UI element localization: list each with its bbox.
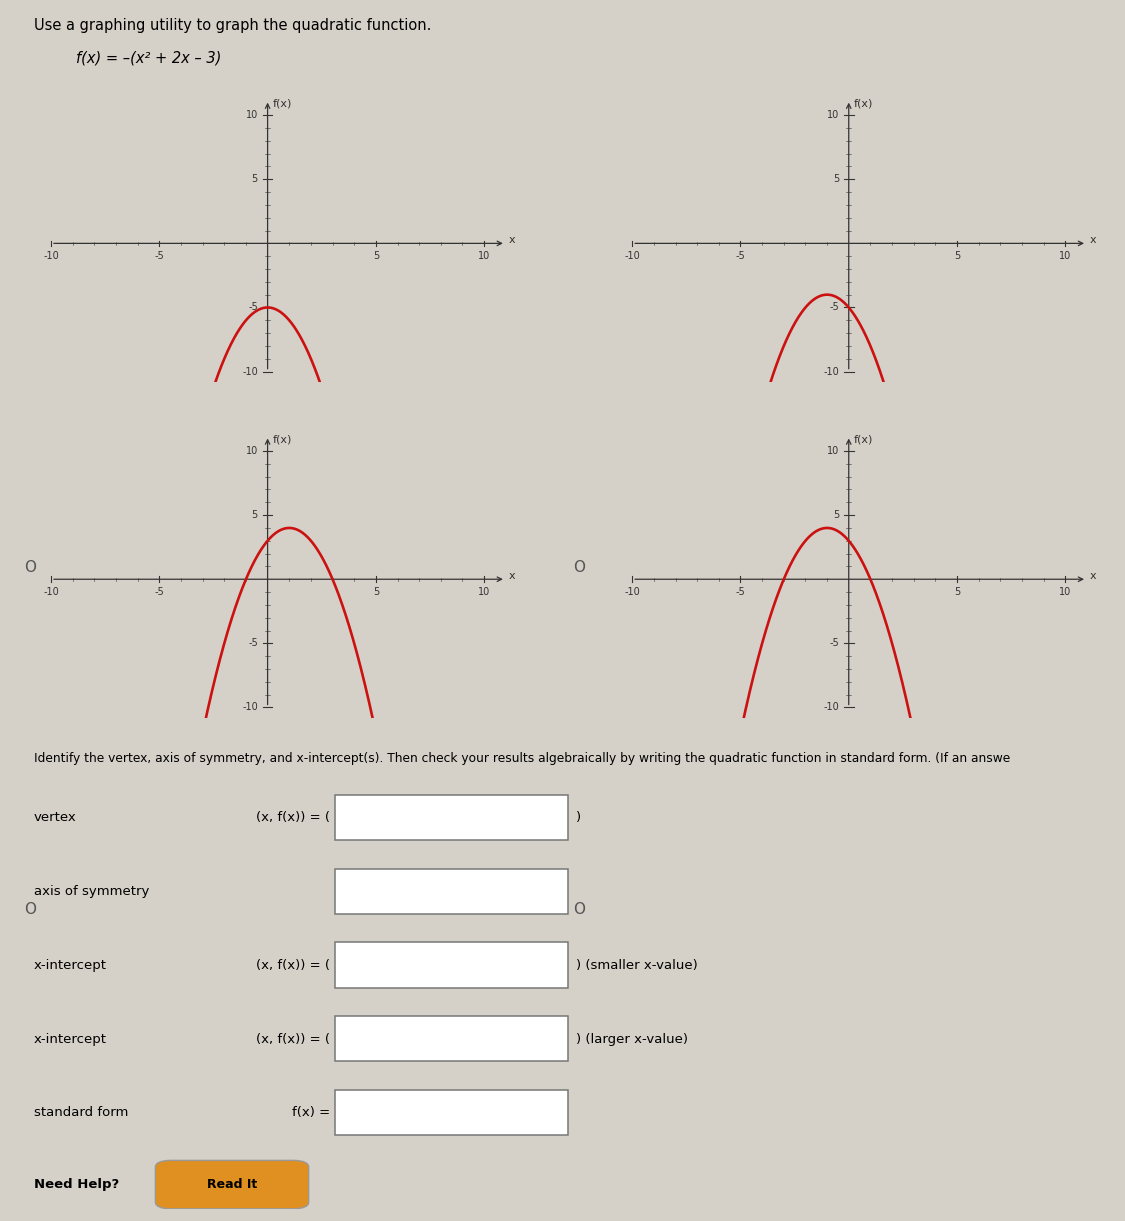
Text: O: O — [574, 560, 585, 575]
Text: x: x — [508, 571, 515, 581]
Text: Use a graphing utility to graph the quadratic function.: Use a graphing utility to graph the quad… — [34, 18, 431, 33]
FancyBboxPatch shape — [335, 943, 568, 988]
Text: -5: -5 — [154, 252, 164, 261]
Text: O: O — [574, 902, 585, 917]
Text: -10: -10 — [242, 366, 258, 376]
Text: vertex: vertex — [34, 812, 76, 824]
FancyBboxPatch shape — [335, 1016, 568, 1061]
Text: x-intercept: x-intercept — [34, 1033, 107, 1045]
Text: -10: -10 — [43, 252, 58, 261]
Text: 10: 10 — [478, 587, 490, 597]
Text: -5: -5 — [736, 252, 746, 261]
Text: -10: -10 — [624, 587, 640, 597]
Text: 5: 5 — [954, 587, 960, 597]
Text: -10: -10 — [624, 252, 640, 261]
Text: 5: 5 — [832, 510, 839, 520]
Text: 5: 5 — [372, 587, 379, 597]
Text: -10: -10 — [242, 702, 258, 712]
Text: 5: 5 — [252, 175, 258, 184]
Text: f(x) = –(x² + 2x – 3): f(x) = –(x² + 2x – 3) — [76, 50, 222, 65]
Text: f(x) =: f(x) = — [291, 1106, 330, 1120]
Text: x-intercept: x-intercept — [34, 958, 107, 972]
Text: 10: 10 — [245, 110, 258, 120]
Text: 10: 10 — [1059, 252, 1071, 261]
Text: -5: -5 — [829, 303, 839, 313]
Text: O: O — [25, 560, 36, 575]
Text: (x, f(x)) = (: (x, f(x)) = ( — [255, 958, 330, 972]
Text: 5: 5 — [252, 510, 258, 520]
Text: -5: -5 — [829, 639, 839, 648]
Text: x: x — [1090, 571, 1097, 581]
Text: x: x — [508, 236, 515, 245]
Text: -10: -10 — [824, 366, 839, 376]
Text: Identify the vertex, axis of symmetry, and x-intercept(s). Then check your resul: Identify the vertex, axis of symmetry, a… — [34, 752, 1010, 766]
Text: (x, f(x)) = (: (x, f(x)) = ( — [255, 812, 330, 824]
Text: -10: -10 — [824, 702, 839, 712]
Text: 10: 10 — [827, 110, 839, 120]
Text: 5: 5 — [954, 252, 960, 261]
Text: 5: 5 — [832, 175, 839, 184]
FancyBboxPatch shape — [335, 868, 568, 913]
Text: standard form: standard form — [34, 1106, 128, 1120]
Text: ): ) — [576, 812, 582, 824]
Text: 10: 10 — [478, 252, 490, 261]
Text: ) (larger x-value): ) (larger x-value) — [576, 1033, 688, 1045]
Text: Read It: Read It — [207, 1178, 258, 1192]
FancyBboxPatch shape — [335, 1090, 568, 1136]
Text: 10: 10 — [1059, 587, 1071, 597]
FancyBboxPatch shape — [335, 795, 568, 840]
Text: O: O — [25, 902, 36, 917]
Text: ) (smaller x-value): ) (smaller x-value) — [576, 958, 698, 972]
Text: (x, f(x)) = (: (x, f(x)) = ( — [255, 1033, 330, 1045]
Text: f(x): f(x) — [854, 435, 873, 444]
Text: -5: -5 — [154, 587, 164, 597]
Text: -10: -10 — [43, 587, 58, 597]
Text: 10: 10 — [827, 446, 839, 455]
Text: f(x): f(x) — [273, 99, 292, 109]
Text: -5: -5 — [249, 639, 258, 648]
Text: -5: -5 — [249, 303, 258, 313]
FancyBboxPatch shape — [155, 1160, 308, 1209]
Text: f(x): f(x) — [273, 435, 292, 444]
Text: axis of symmetry: axis of symmetry — [34, 885, 150, 899]
Text: 10: 10 — [245, 446, 258, 455]
Text: f(x): f(x) — [854, 99, 873, 109]
Text: 5: 5 — [372, 252, 379, 261]
Text: x: x — [1090, 236, 1097, 245]
Text: Need Help?: Need Help? — [34, 1178, 119, 1192]
Text: -5: -5 — [736, 587, 746, 597]
